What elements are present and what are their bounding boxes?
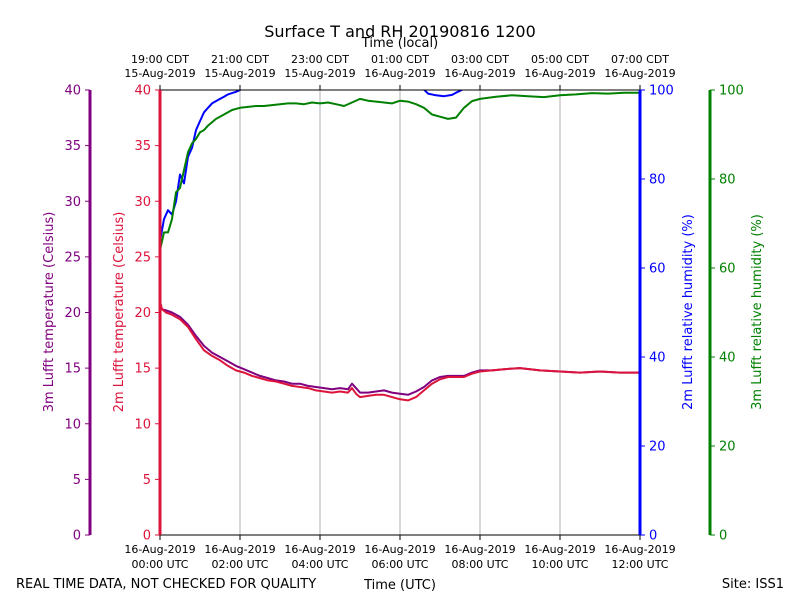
y-tick-label-t2m: 35 <box>134 139 151 154</box>
y-tick-label-t3m: 15 <box>64 362 81 377</box>
y-tick-label-rh3m: 40 <box>719 351 736 366</box>
y-tick-label-t2m: 25 <box>134 250 151 265</box>
x-top-tick-label-local: 07:00 CDT <box>611 53 669 66</box>
y-tick-label-t3m: 30 <box>64 195 81 210</box>
axes-layer: 0 5 10 15 20 25 30 35 40 0 5 10 15 20 25 30 35 40 0 20 40 60 8… <box>64 53 743 571</box>
y-tick-label-rh3m: 20 <box>719 440 736 455</box>
y-axis-label-rh2m: 2m Lufft relative humidity (%) <box>681 214 696 410</box>
grid-layer <box>239 90 561 535</box>
y-axis-label-t3m: 3m Lufft temperature (Celsius) <box>42 212 57 413</box>
y-tick-label-t3m: 20 <box>64 306 81 321</box>
x-tick-label-utc: 08:00 UTC <box>451 558 508 571</box>
y-axis-label-rh3m: 3m Lufft relative humidity (%) <box>750 214 765 410</box>
y-tick-label-rh2m: 0 <box>649 529 657 544</box>
x-top-tick-label-local: 03:00 CDT <box>451 53 509 66</box>
x-top-tick-label-date: 15-Aug-2019 <box>284 67 355 80</box>
y-tick-label-t2m: 15 <box>134 362 151 377</box>
y-tick-label-rh3m: 80 <box>719 173 736 188</box>
x-top-tick-label-local: 21:00 CDT <box>211 53 269 66</box>
x-tick-label-date: 16-Aug-2019 <box>444 543 515 556</box>
x-top-tick-label-date: 15-Aug-2019 <box>124 67 195 80</box>
y-tick-label-t3m: 40 <box>64 84 81 99</box>
x-top-tick-label-date: 16-Aug-2019 <box>604 67 675 80</box>
x-tick-label-utc: 10:00 UTC <box>531 558 588 571</box>
y-tick-label-rh2m: 20 <box>649 440 666 455</box>
series-layer <box>160 90 640 402</box>
x-axis-label: Time (UTC) <box>363 578 436 593</box>
y-tick-label-t3m: 35 <box>64 139 81 154</box>
x-tick-label-utc: 00:00 UTC <box>131 558 188 571</box>
x-top-tick-label-date: 16-Aug-2019 <box>444 67 515 80</box>
chart-title: Surface T and RH 20190816 1200 <box>264 22 536 41</box>
series-line-t2m <box>160 301 640 402</box>
x-tick-label-date: 16-Aug-2019 <box>364 543 435 556</box>
x-tick-label-date: 16-Aug-2019 <box>524 543 595 556</box>
x-tick-label-utc: 06:00 UTC <box>371 558 428 571</box>
series-line-rh3m <box>160 91 640 251</box>
y-tick-label-t3m: 10 <box>64 417 81 432</box>
x-tick-label-date: 16-Aug-2019 <box>604 543 675 556</box>
y-tick-label-t2m: 20 <box>134 306 151 321</box>
y-tick-label-t2m: 0 <box>143 529 151 544</box>
x-top-tick-label-local: 01:00 CDT <box>371 53 429 66</box>
x-top-tick-label-local: 05:00 CDT <box>531 53 589 66</box>
footer-site: Site: ISS1 <box>722 577 784 592</box>
y-tick-label-t2m: 40 <box>134 84 151 99</box>
x-top-tick-label-date: 16-Aug-2019 <box>524 67 595 80</box>
x-tick-label-utc: 04:00 UTC <box>291 558 348 571</box>
x-tick-label-utc: 12:00 UTC <box>611 558 668 571</box>
y-tick-label-rh3m: 100 <box>719 84 744 99</box>
y-tick-label-rh3m: 60 <box>719 262 736 277</box>
top-axis-label: Time (local) <box>361 36 438 51</box>
x-tick-label-utc: 02:00 UTC <box>211 558 268 571</box>
x-top-tick-label-local: 19:00 CDT <box>131 53 189 66</box>
y-tick-label-t2m: 10 <box>134 417 151 432</box>
x-tick-label-date: 16-Aug-2019 <box>124 543 195 556</box>
x-top-tick-label-date: 16-Aug-2019 <box>364 67 435 80</box>
y-tick-label-rh2m: 100 <box>649 84 674 99</box>
y-tick-label-rh2m: 60 <box>649 262 666 277</box>
y-tick-label-t3m: 25 <box>64 250 81 265</box>
y-tick-label-t3m: 0 <box>73 529 81 544</box>
footer-quality-note: REAL TIME DATA, NOT CHECKED FOR QUALITY <box>16 577 316 592</box>
y-tick-label-rh3m: 0 <box>719 529 727 544</box>
y-tick-label-t2m: 5 <box>143 473 151 488</box>
x-tick-label-date: 16-Aug-2019 <box>284 543 355 556</box>
y-tick-label-rh2m: 40 <box>649 351 666 366</box>
x-top-tick-label-date: 15-Aug-2019 <box>204 67 275 80</box>
y-tick-label-t2m: 30 <box>134 195 151 210</box>
y-tick-label-rh2m: 80 <box>649 173 666 188</box>
y-axis-label-t2m: 2m Lufft temperature (Celsius) <box>112 212 127 413</box>
x-top-tick-label-local: 23:00 CDT <box>291 53 349 66</box>
y-tick-label-t3m: 5 <box>73 473 81 488</box>
x-tick-label-date: 16-Aug-2019 <box>204 543 275 556</box>
